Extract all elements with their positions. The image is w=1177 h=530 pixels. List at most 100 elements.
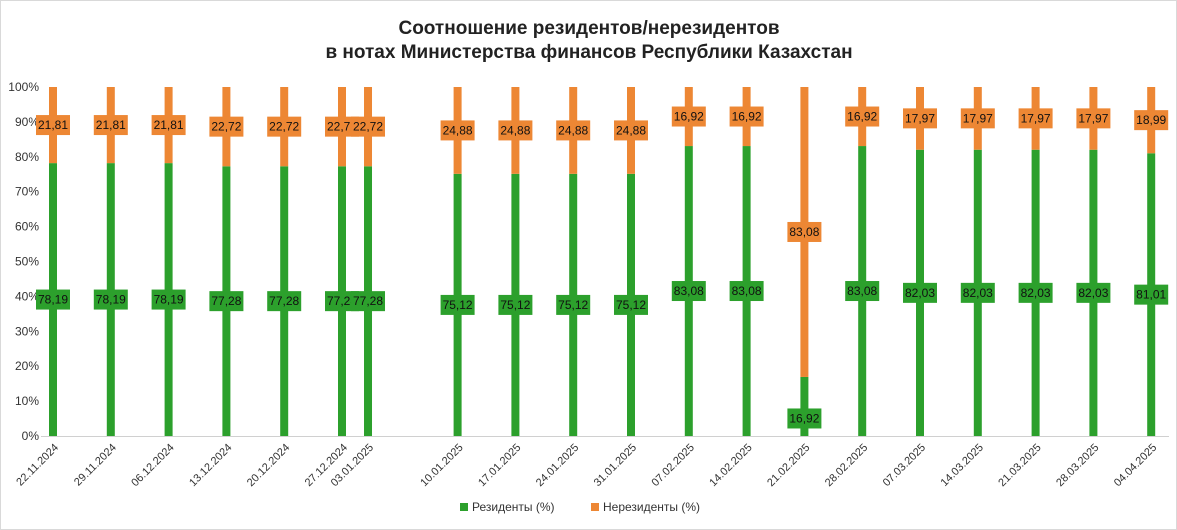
data-label-residents: 82,03 [1078, 286, 1108, 300]
data-label-residents: 77,28 [327, 294, 357, 308]
y-tick-label: 60% [15, 220, 39, 234]
data-label-bg-nonresidents [1076, 108, 1111, 129]
y-tick-label: 50% [15, 255, 39, 269]
data-label-bg-nonresidents [351, 116, 386, 137]
data-label-nonresidents: 24,88 [558, 123, 588, 137]
data-label-nonresidents: 17,97 [1078, 111, 1108, 125]
data-label-residents: 78,19 [38, 293, 68, 307]
data-label-residents: 77,28 [269, 294, 299, 308]
data-label-bg-nonresidents [614, 120, 648, 141]
data-label-bg-residents [351, 291, 386, 312]
data-label-bg-nonresidents [1018, 108, 1053, 129]
data-label-bg-nonresidents [325, 116, 359, 137]
data-label-bg-residents [93, 289, 128, 310]
data-label-bg-nonresidents [151, 115, 186, 136]
x-tick-label: 24.01.2025 [534, 442, 581, 489]
x-tick-label: 07.02.2025 [650, 442, 697, 489]
x-tick-label: 22.11.2024 [14, 442, 61, 489]
x-tick-label: 28.02.2025 [823, 442, 870, 489]
data-label-nonresidents: 16,92 [732, 110, 762, 124]
data-label-nonresidents: 16,92 [674, 110, 704, 124]
data-label-nonresidents: 21,81 [38, 118, 68, 132]
x-tick-label: 21.03.2025 [996, 442, 1043, 489]
data-label-residents: 75,12 [616, 298, 646, 312]
x-tick-label: 13.12.2024 [187, 442, 234, 489]
x-tick-label: 06.12.2024 [129, 442, 176, 489]
x-tick-label: 29.11.2024 [72, 442, 119, 489]
data-label-nonresidents: 16,92 [847, 110, 877, 124]
data-label-nonresidents: 18,99 [1136, 113, 1166, 127]
data-label-bg-residents [267, 291, 302, 312]
x-tick-label: 14.02.2025 [707, 442, 754, 489]
data-label-residents: 75,12 [558, 298, 588, 312]
legend-swatch-residents [460, 503, 468, 511]
y-tick-label: 0% [22, 429, 40, 443]
data-label-bg-nonresidents [440, 120, 475, 141]
data-label-bg-nonresidents [209, 116, 244, 137]
y-tick-label: 30% [15, 324, 39, 338]
data-label-residents: 83,08 [674, 284, 704, 298]
data-label-bg-residents [556, 294, 591, 315]
y-tick-label: 70% [15, 185, 39, 199]
data-label-nonresidents: 22,72 [353, 120, 383, 134]
x-tick-label: 31.01.2025 [592, 442, 639, 489]
data-label-bg-residents [903, 282, 937, 303]
data-label-bg-nonresidents [845, 106, 880, 127]
y-tick-label: 10% [15, 394, 39, 408]
data-label-residents: 78,19 [154, 293, 184, 307]
y-tick-label: 20% [15, 359, 39, 373]
x-tick-label: 21.02.2025 [765, 442, 812, 489]
chart-title-line: в нотах Министерства финансов Республики… [325, 42, 852, 63]
data-label-bg-residents [787, 408, 822, 429]
data-label-nonresidents: 22,72 [327, 120, 357, 134]
chart-title-line: Соотношение резидентов/нерезидентов [398, 18, 779, 39]
data-label-bg-residents [1076, 282, 1111, 303]
data-label-bg-residents [209, 291, 244, 312]
data-label-bg-nonresidents [498, 120, 533, 141]
data-label-residents: 75,12 [443, 298, 473, 312]
y-tick-label: 40% [15, 289, 39, 303]
x-tick-label: 07.03.2025 [881, 442, 928, 489]
x-tick-label: 17.01.2025 [476, 442, 523, 489]
data-label-bg-nonresidents [903, 108, 937, 129]
data-label-nonresidents: 24,88 [500, 123, 530, 137]
data-label-bg-residents [440, 294, 475, 315]
y-tick-label: 80% [15, 150, 39, 164]
data-label-bg-residents [498, 294, 533, 315]
x-tick-label: 20.12.2024 [245, 442, 292, 489]
data-label-nonresidents: 24,88 [616, 123, 646, 137]
data-label-residents: 83,08 [847, 284, 877, 298]
data-label-bg-nonresidents [36, 115, 70, 136]
data-label-bg-residents [729, 281, 764, 302]
data-label-bg-residents [1018, 282, 1053, 303]
data-label-nonresidents: 21,81 [96, 118, 126, 132]
data-label-residents: 77,28 [211, 294, 241, 308]
x-tick-label: 10.01.2025 [418, 442, 465, 489]
x-tick-label: 14.03.2025 [939, 442, 986, 489]
data-label-nonresidents: 24,88 [443, 123, 473, 137]
data-label-bg-nonresidents [1134, 110, 1169, 131]
legend-swatch-nonresidents [591, 503, 599, 511]
data-label-bg-nonresidents [729, 106, 764, 127]
data-label-bg-nonresidents [960, 108, 995, 129]
data-label-nonresidents: 17,97 [905, 111, 935, 125]
data-label-bg-residents [1134, 284, 1169, 305]
data-label-residents: 78,19 [96, 293, 126, 307]
y-tick-label: 90% [15, 115, 39, 129]
data-label-residents: 82,03 [905, 286, 935, 300]
data-label-residents: 83,08 [732, 284, 762, 298]
data-label-nonresidents: 22,72 [211, 120, 241, 134]
data-label-residents: 77,28 [353, 294, 383, 308]
data-label-residents: 81,01 [1136, 288, 1166, 302]
data-label-nonresidents: 21,81 [154, 118, 184, 132]
data-label-residents: 16,92 [789, 411, 819, 425]
x-tick-label: 04.04.2025 [1112, 442, 1159, 489]
data-label-bg-nonresidents [267, 116, 302, 137]
data-label-bg-residents [325, 291, 359, 312]
data-label-residents: 82,03 [963, 286, 993, 300]
data-label-bg-nonresidents [556, 120, 591, 141]
data-label-bg-residents [845, 281, 880, 302]
data-label-nonresidents: 83,08 [789, 225, 819, 239]
